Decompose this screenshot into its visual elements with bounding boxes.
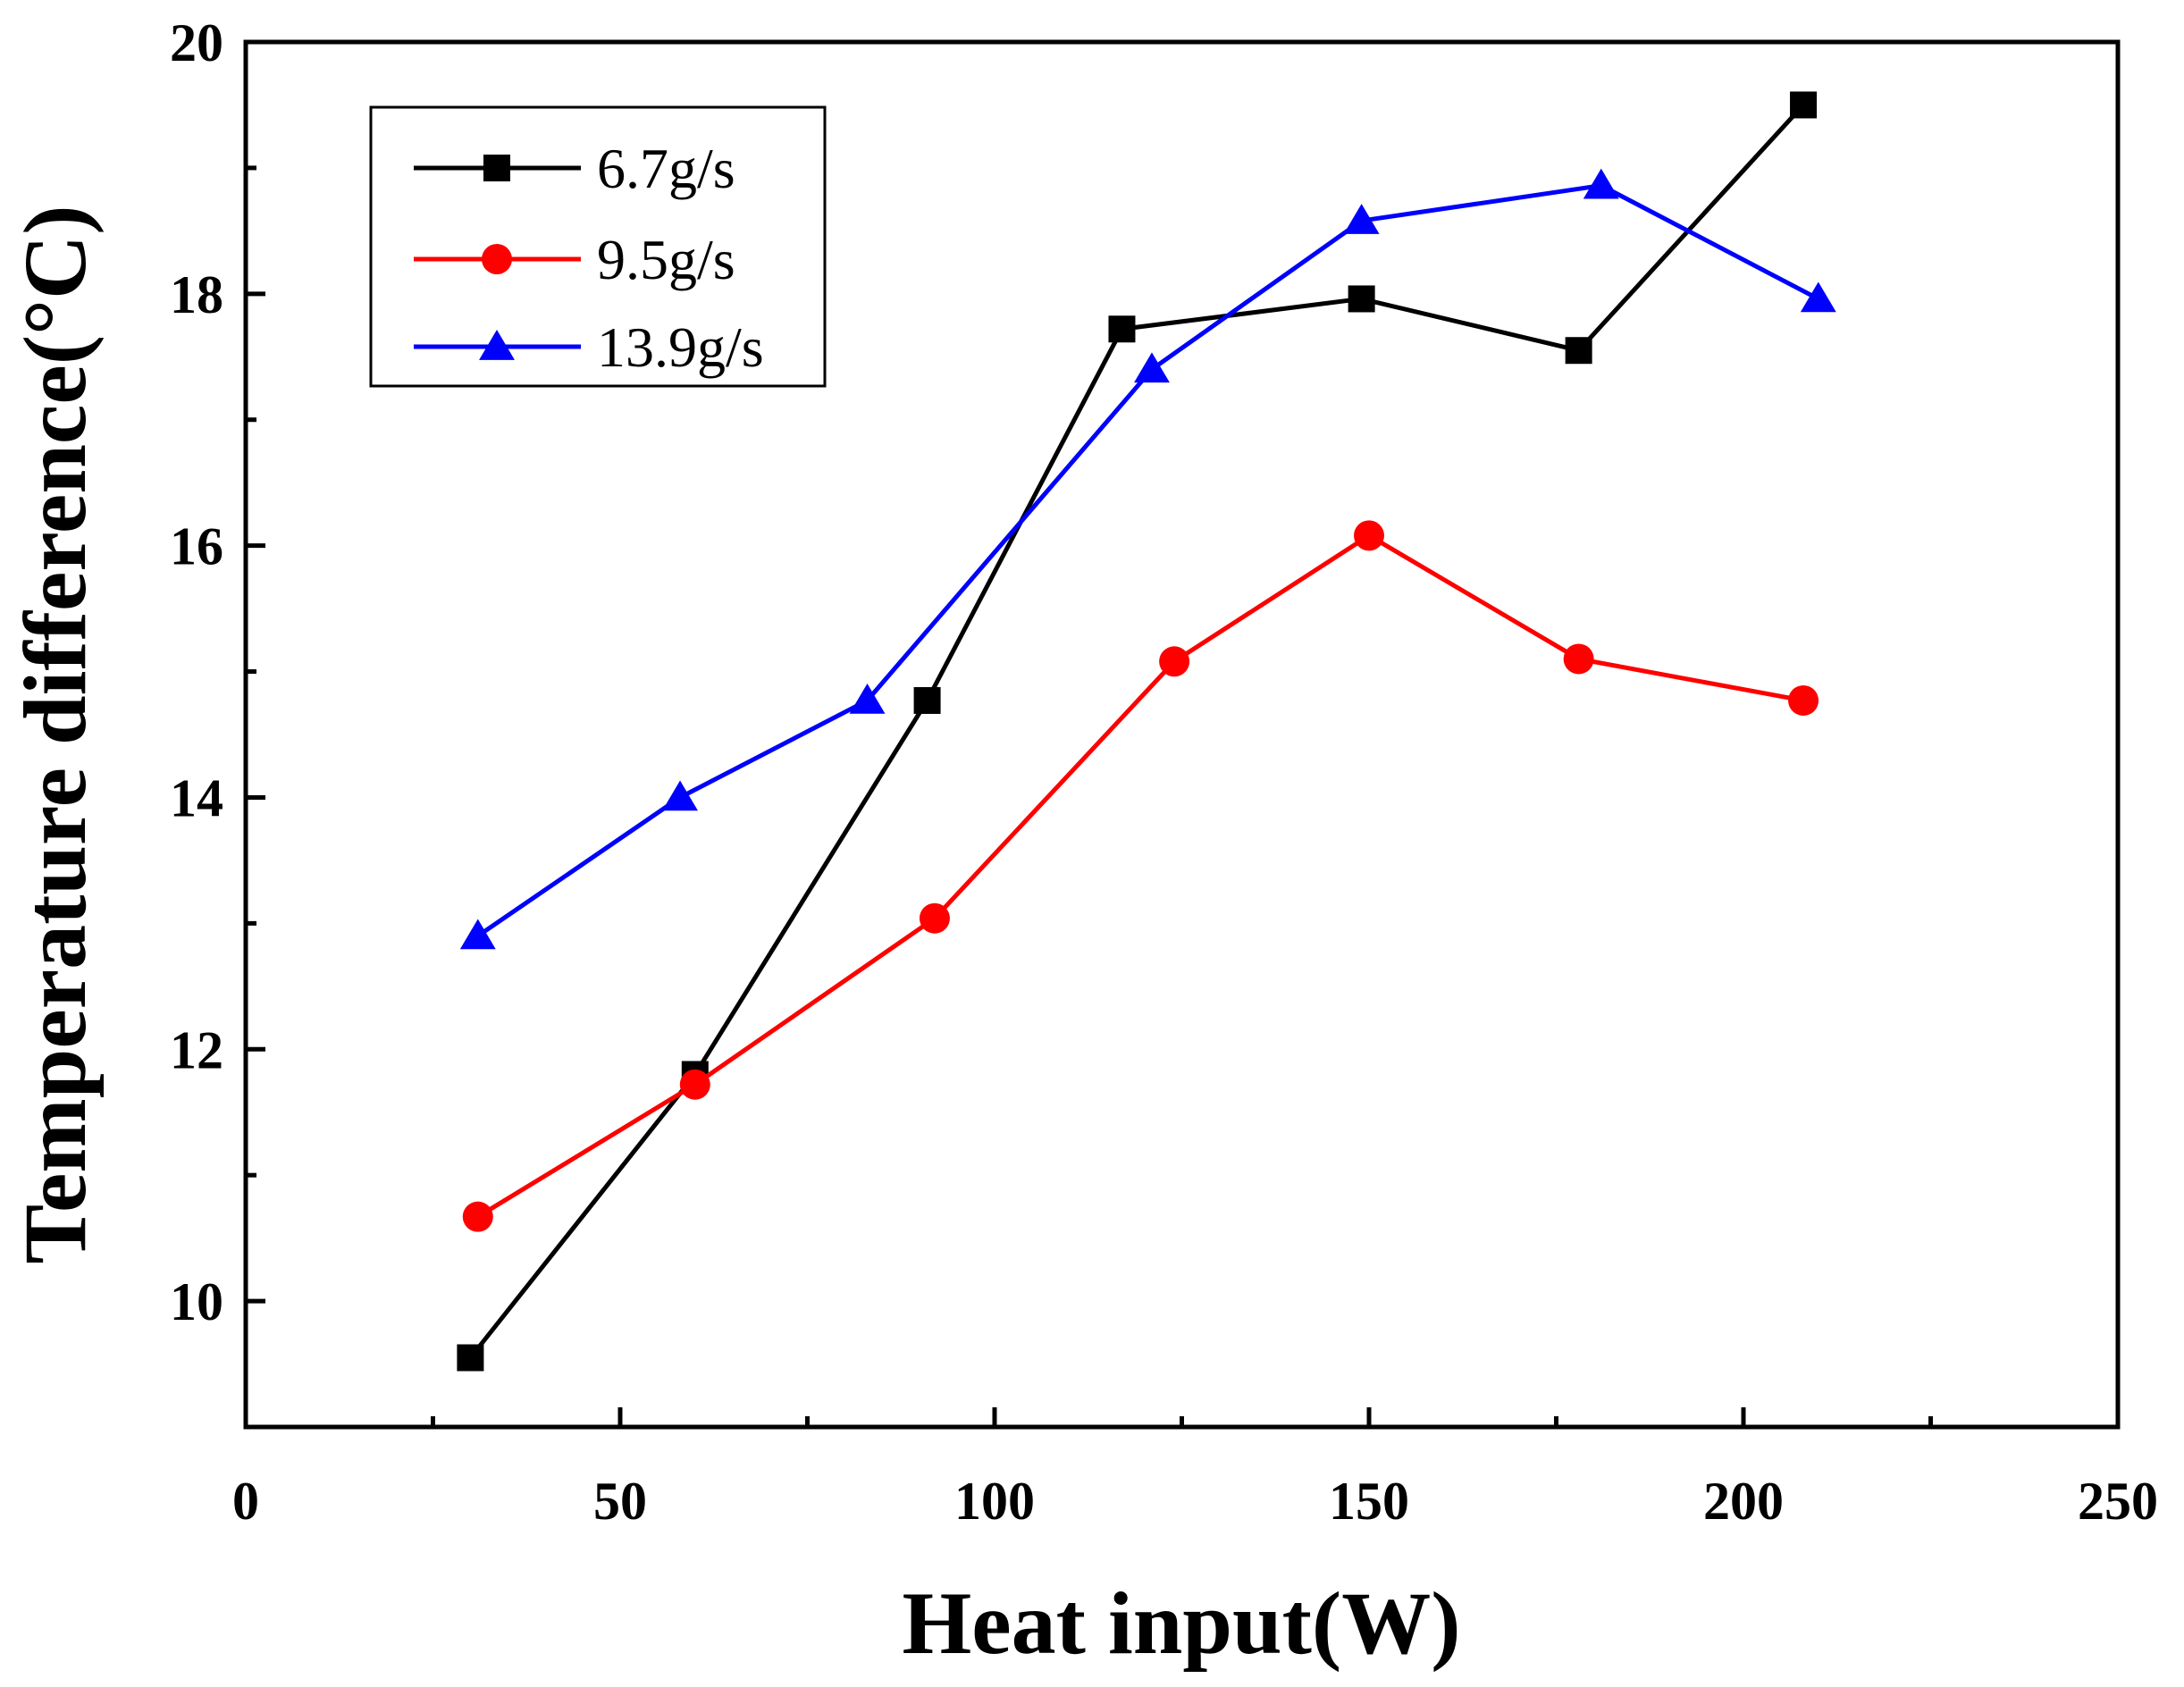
y-tick-label: 16 [170,517,223,576]
data-point [457,1344,484,1372]
data-point [662,780,698,811]
legend-box [369,105,827,388]
x-tick-label: 50 [593,1472,647,1531]
legend-item: 9.5g/s [414,228,735,291]
legend: 6.7g/s 9.5g/s 13.9g/s [369,105,827,388]
data-point [679,1069,710,1100]
legend-marker [479,330,515,360]
y-tick-label: 18 [170,265,223,324]
y-tick-label: 12 [170,1020,223,1079]
data-point [1800,281,1836,313]
data-point [1354,520,1384,551]
legend-items: 6.7g/s 9.5g/s 13.9g/s [414,137,764,379]
data-point [1563,643,1594,675]
legend-label: 6.7g/s [597,137,735,200]
x-tick-label: 250 [2078,1472,2158,1531]
data-point [1565,337,1592,365]
data-point [1159,646,1190,677]
y-tick-label: 20 [170,13,223,72]
x-tick-label: 150 [1329,1472,1409,1531]
data-point [1583,168,1619,199]
series-triangle [459,168,1836,950]
legend-item: 6.7g/s [414,137,735,200]
data-point [1134,352,1170,383]
legend-marker [483,155,510,181]
legend-label: 9.5g/s [597,228,735,291]
x-tick-label: 200 [1703,1472,1784,1531]
data-point [462,1201,493,1232]
data-point [1790,91,1818,119]
series-circle [462,520,1819,1232]
legend-item: 13.9g/s [414,315,764,379]
data-point [913,686,941,714]
y-tick-label: 10 [170,1272,223,1331]
data-point [1343,204,1380,234]
tick-layer: 0 50 100 150 200 250 10 12 14 16 18 20 [170,13,2158,1531]
data-point [459,919,496,950]
y-tick-label: 14 [170,768,223,827]
data-point [849,683,886,714]
x-axis-title: Heat input(W) [903,1574,1461,1673]
data-point [1108,315,1136,343]
series-line [476,533,1804,1219]
legend-marker [482,244,512,274]
data-point [919,902,950,934]
legend-label: 13.9g/s [597,315,764,379]
y-axis-title: Temperature difference(°C) [5,205,105,1263]
data-point [1788,684,1819,716]
data-point [1348,285,1375,313]
x-tick-label: 100 [954,1472,1035,1531]
x-tick-label: 0 [232,1472,259,1531]
series-layer [457,91,1836,1372]
